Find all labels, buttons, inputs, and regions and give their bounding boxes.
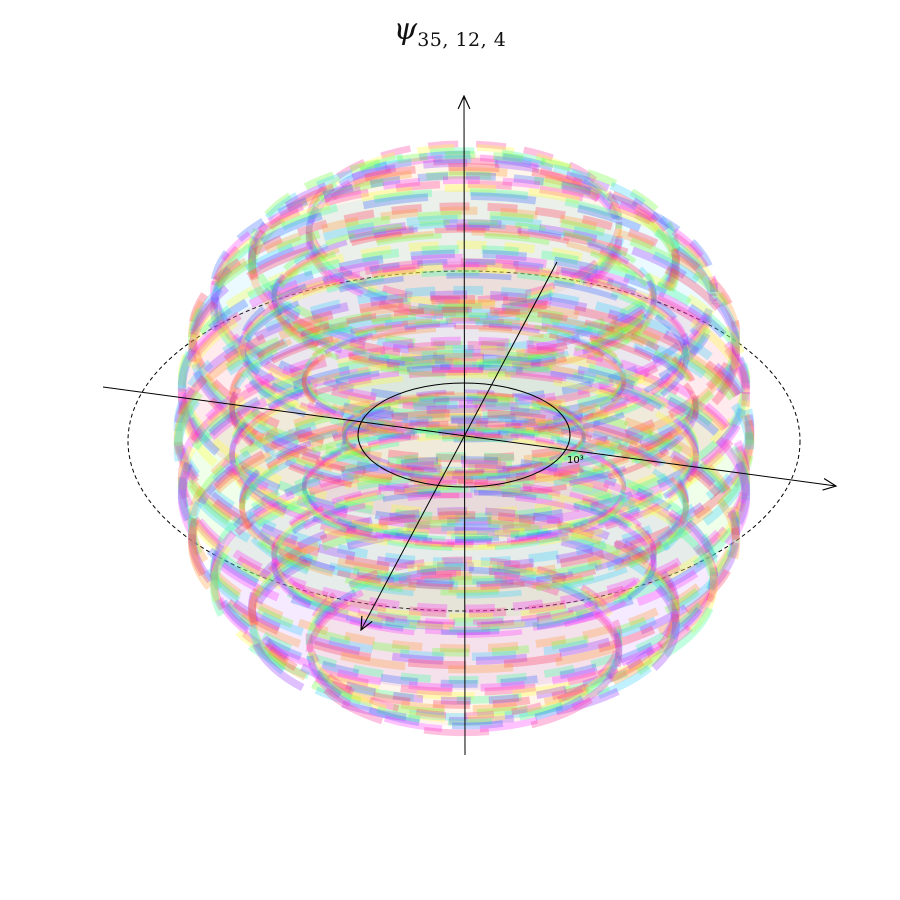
lobe-fill [314, 570, 614, 726]
lobe-band [301, 426, 627, 542]
lobe-band [271, 492, 657, 638]
lobe-fill [182, 358, 746, 618]
lobe-band [305, 556, 623, 720]
lobe-band [305, 566, 623, 730]
lobe-band [271, 489, 657, 636]
lobe-band [177, 354, 751, 631]
lobe-band [177, 249, 751, 526]
lobe-band [188, 400, 740, 661]
lobe-band [239, 423, 689, 593]
scale-label: 10³ [567, 455, 584, 466]
title-subscript: 35, 12, 4 [417, 29, 507, 51]
title-symbol: ψ [393, 12, 418, 47]
lobe-band [177, 345, 751, 622]
lobe-band [271, 482, 657, 628]
lobe-band [210, 180, 718, 412]
lobe-band [239, 420, 689, 591]
lobe-band [177, 253, 751, 531]
lobe-band [305, 140, 623, 304]
lobe-band [271, 487, 657, 633]
lobe-band [301, 428, 627, 544]
lobe-band [301, 436, 627, 552]
lobe-band [342, 394, 586, 478]
lobe-band [239, 428, 689, 599]
lobe-band [342, 390, 586, 475]
lobe-band [210, 172, 718, 404]
lobe-band [248, 511, 680, 709]
lobe-band [248, 527, 680, 725]
lobe-band [239, 258, 689, 429]
lobe-band [301, 320, 627, 436]
lobe-band [229, 320, 699, 499]
lobe-band [188, 409, 740, 670]
lobe-band [210, 456, 718, 688]
lobe-band [271, 219, 657, 365]
lobe-band [301, 322, 627, 438]
lobe-band [301, 432, 627, 548]
lobe-band [271, 222, 657, 368]
lobe-band [305, 563, 623, 726]
lobe-band [210, 468, 718, 700]
lobe-band [210, 452, 718, 684]
lobe-band [188, 215, 740, 475]
lobe-band [210, 472, 718, 704]
lobe-band [301, 430, 627, 546]
lobe-band [210, 460, 718, 692]
lobe-fill [214, 470, 714, 690]
lobe-band [210, 188, 718, 420]
dashed-reference-ring [127, 270, 801, 612]
z-axis [464, 96, 465, 756]
lobe-band [305, 573, 623, 737]
lobe-band [248, 523, 680, 721]
y-axis [361, 261, 558, 630]
lobe-band [239, 425, 689, 596]
lobe-band [188, 396, 740, 657]
plot-title: ψ35, 12, 4 [0, 12, 900, 51]
lobe-band [188, 210, 740, 471]
x-axis [102, 386, 836, 486]
lobe-band [177, 341, 751, 618]
lobe-band [177, 262, 751, 539]
lobe-band [248, 507, 680, 705]
lobe-band [229, 315, 699, 493]
lobe-band [271, 479, 657, 625]
lobe-band [210, 464, 718, 696]
lobe-band [229, 364, 699, 543]
lobe-band [342, 392, 586, 477]
lobe-band [248, 515, 680, 713]
lobe-band [301, 326, 627, 442]
lobe-band [305, 559, 623, 723]
lobe-band [177, 245, 751, 522]
lobe-band [342, 389, 586, 474]
